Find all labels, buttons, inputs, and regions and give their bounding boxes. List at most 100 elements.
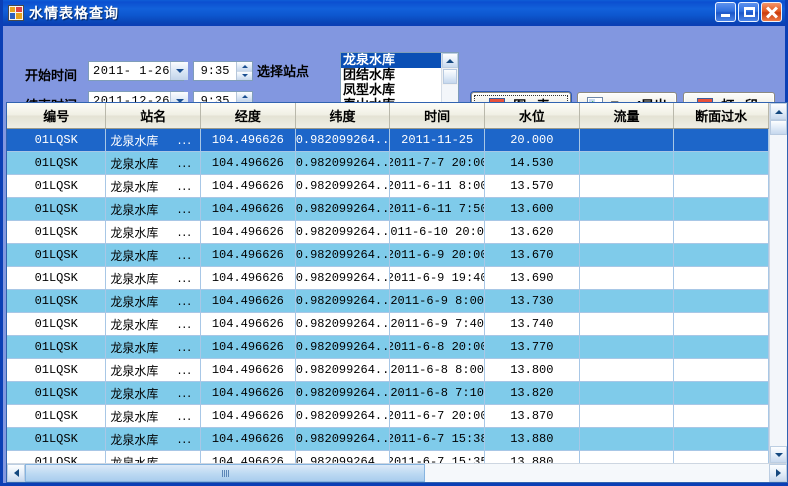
table-row[interactable]: 01LQSK龙泉水库...104.49662630.982099264...20… [7,129,769,152]
cell-longitude[interactable]: 104.496626 [201,405,296,427]
grid-horizontal-scrollbar[interactable] [7,463,787,482]
column-header-water-level[interactable]: 水位 [485,103,580,128]
table-row[interactable]: 01LQSK龙泉水库...104.49662630.982099264...20… [7,244,769,267]
cell-water-level[interactable]: 13.670 [485,244,580,266]
cell-section-area[interactable] [674,313,769,335]
close-button[interactable] [761,2,782,22]
table-row[interactable]: 01LQSK龙泉水库...104.49662630.982099264...20… [7,175,769,198]
grid-horizontal-scroll-track[interactable] [25,464,769,482]
grid-scroll-up-button[interactable] [770,103,787,120]
cell-flow[interactable] [580,336,675,358]
cell-water-level[interactable]: 13.570 [485,175,580,197]
cell-latitude[interactable]: 30.982099264... [296,359,391,381]
table-row[interactable]: 01LQSK龙泉水库...104.49662630.982099264...20… [7,428,769,451]
column-header-station[interactable]: 站名 [106,103,202,128]
column-header-time[interactable]: 时间 [390,103,486,128]
table-row[interactable]: 01LQSK龙泉水库...104.49662630.982099264...20… [7,405,769,428]
cell-station[interactable]: 龙泉水库... [106,221,202,243]
cell-longitude[interactable]: 104.496626 [201,290,296,312]
cell-section-area[interactable] [674,198,769,220]
cell-water-level[interactable]: 13.620 [485,221,580,243]
cell-latitude[interactable]: 30.982099264... [296,244,391,266]
cell-water-level[interactable]: 13.730 [485,290,580,312]
cell-flow[interactable] [580,175,675,197]
grid-vertical-scroll-track[interactable] [770,135,787,446]
cell-latitude[interactable]: 30.982099264... [296,405,391,427]
cell-section-area[interactable] [674,129,769,151]
cell-time[interactable]: 2011-6-7 20:00 [390,405,485,427]
cell-longitude[interactable]: 104.496626 [201,198,296,220]
cell-section-area[interactable] [674,451,769,463]
cell-time[interactable]: 2011-11-25 [390,129,485,151]
cell-latitude[interactable]: 30.982099264... [296,221,391,243]
start-time-up-button[interactable] [237,62,252,72]
cell-section-area[interactable] [674,382,769,404]
cell-water-level[interactable]: 13.870 [485,405,580,427]
cell-station[interactable]: 龙泉水库... [106,382,202,404]
station-item-0[interactable]: 龙泉水库 [341,53,441,68]
cell-section-area[interactable] [674,405,769,427]
cell-station[interactable]: 龙泉水库... [106,290,202,312]
cell-flow[interactable] [580,313,675,335]
cell-latitude[interactable]: 30.982099264... [296,129,391,151]
cell-water-level[interactable]: 13.690 [485,267,580,289]
cell-time[interactable]: 2011-6-8 20:00 [390,336,485,358]
cell-section-area[interactable] [674,175,769,197]
cell-time[interactable]: 2011-6-9 20:00 [390,244,485,266]
cell-latitude[interactable]: 30.982099264... [296,382,391,404]
maximize-button[interactable] [738,2,759,22]
cell-flow[interactable] [580,221,675,243]
cell-section-area[interactable] [674,267,769,289]
cell-longitude[interactable]: 104.496626 [201,244,296,266]
cell-id[interactable]: 01LQSK [7,313,107,335]
cell-time[interactable]: 2011-6-8 8:00 [390,359,485,381]
cell-section-area[interactable] [674,336,769,358]
cell-time[interactable]: 2011-6-7 15:38 [390,428,485,450]
cell-longitude[interactable]: 104.496626 [201,221,296,243]
cell-station[interactable]: 龙泉水库... [106,198,202,220]
cell-id[interactable]: 01LQSK [7,428,107,450]
table-row[interactable]: 01LQSK龙泉水库...104.49662630.982099264...20… [7,313,769,336]
cell-flow[interactable] [580,428,675,450]
column-header-section-area[interactable]: 断面过水 [674,103,769,128]
cell-water-level[interactable]: 13.880 [485,451,580,463]
cell-time[interactable]: 2011-7-7 20:00 [390,152,485,174]
start-date-dropdown-button[interactable] [170,62,189,80]
cell-longitude[interactable]: 104.496626 [201,175,296,197]
cell-water-level[interactable]: 14.530 [485,152,580,174]
cell-id[interactable]: 01LQSK [7,152,107,174]
cell-latitude[interactable]: 30.982099264... [296,198,391,220]
cell-id[interactable]: 01LQSK [7,175,107,197]
cell-longitude[interactable]: 104.496626 [201,336,296,358]
cell-station[interactable]: 龙泉水库... [106,336,202,358]
cell-water-level[interactable]: 20.000 [485,129,580,151]
cell-flow[interactable] [580,129,675,151]
station-list-scroll-track[interactable] [442,85,458,104]
cell-section-area[interactable] [674,428,769,450]
cell-id[interactable]: 01LQSK [7,290,107,312]
cell-station[interactable]: 龙泉水库... [106,313,202,335]
cell-station[interactable]: 龙泉水库... [106,359,202,381]
cell-station[interactable]: 龙泉水库... [106,175,202,197]
column-header-id[interactable]: 编号 [7,103,107,128]
table-row[interactable]: 01LQSK龙泉水库...104.49662630.982099264...20… [7,152,769,175]
cell-water-level[interactable]: 13.800 [485,359,580,381]
cell-section-area[interactable] [674,221,769,243]
start-time-spinner[interactable]: 9:35 [193,61,253,81]
cell-id[interactable]: 01LQSK [7,244,107,266]
table-row[interactable]: 01LQSK龙泉水库...104.49662630.982099264...20… [7,267,769,290]
cell-water-level[interactable]: 13.770 [485,336,580,358]
column-header-longitude[interactable]: 经度 [201,103,296,128]
cell-station[interactable]: 龙泉水库... [106,428,202,450]
column-header-flow[interactable]: 流量 [580,103,675,128]
cell-water-level[interactable]: 13.820 [485,382,580,404]
start-date-picker[interactable]: 2011- 1-26 [88,61,189,81]
cell-longitude[interactable]: 104.496626 [201,313,296,335]
cell-id[interactable]: 01LQSK [7,221,107,243]
table-row[interactable]: 01LQSK龙泉水库...104.49662630.982099264...20… [7,359,769,382]
cell-longitude[interactable]: 104.496626 [201,152,296,174]
cell-id[interactable]: 01LQSK [7,359,107,381]
grid-scroll-right-button[interactable] [769,464,787,482]
cell-latitude[interactable]: 30.982099264... [296,152,391,174]
cell-longitude[interactable]: 104.496626 [201,359,296,381]
